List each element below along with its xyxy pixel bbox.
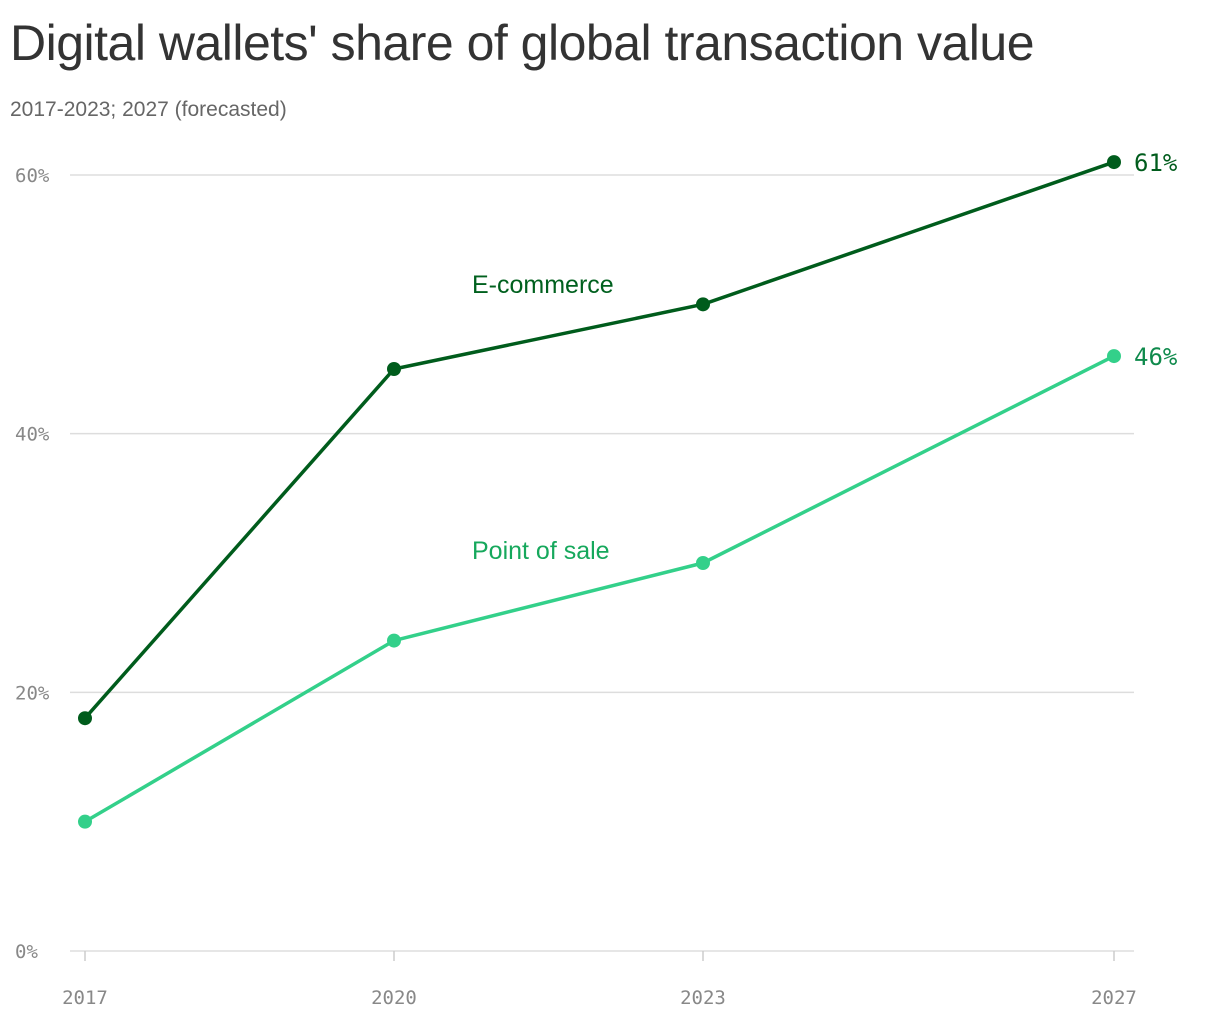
data-point-ecommerce (387, 362, 401, 376)
x-tick-label: 2020 (371, 987, 417, 1009)
x-tick-label: 2017 (62, 987, 108, 1009)
axes: 0% 20% 40% 60% 2017 2020 2023 2027 (15, 165, 1137, 1009)
data-point-pos (696, 556, 710, 570)
data-point-ecommerce (78, 711, 92, 726)
series-name-label-pos: Point of sale (472, 537, 610, 565)
grid-lines (70, 174, 1134, 952)
series-line-pos (83, 354, 1116, 824)
chart-subtitle: 2017-2023; 2027 (forecasted) (10, 98, 287, 121)
y-tick-label: 60% (15, 165, 50, 187)
data-point-ecommerce (696, 297, 710, 312)
series (78, 155, 1121, 829)
series-name-label-ecommerce: E-commerce (472, 271, 614, 299)
data-point-pos (387, 633, 401, 648)
chart-title: Digital wallets' share of global transac… (10, 15, 1035, 71)
y-tick-label: 40% (15, 424, 50, 446)
labels: 61% E-commerce 46% Point of sale (472, 149, 1178, 565)
x-tick-label: 2023 (680, 987, 726, 1009)
y-tick-label: 20% (15, 682, 50, 704)
y-tick-label: 0% (15, 941, 38, 963)
data-point-pos (78, 814, 92, 829)
end-value-label-pos: 46% (1134, 343, 1178, 371)
series-line-ecommerce (83, 160, 1116, 720)
data-point-ecommerce (1107, 155, 1121, 170)
x-tick-label: 2027 (1091, 987, 1137, 1009)
data-point-pos (1107, 349, 1121, 364)
end-value-label-ecommerce: 61% (1134, 149, 1178, 177)
